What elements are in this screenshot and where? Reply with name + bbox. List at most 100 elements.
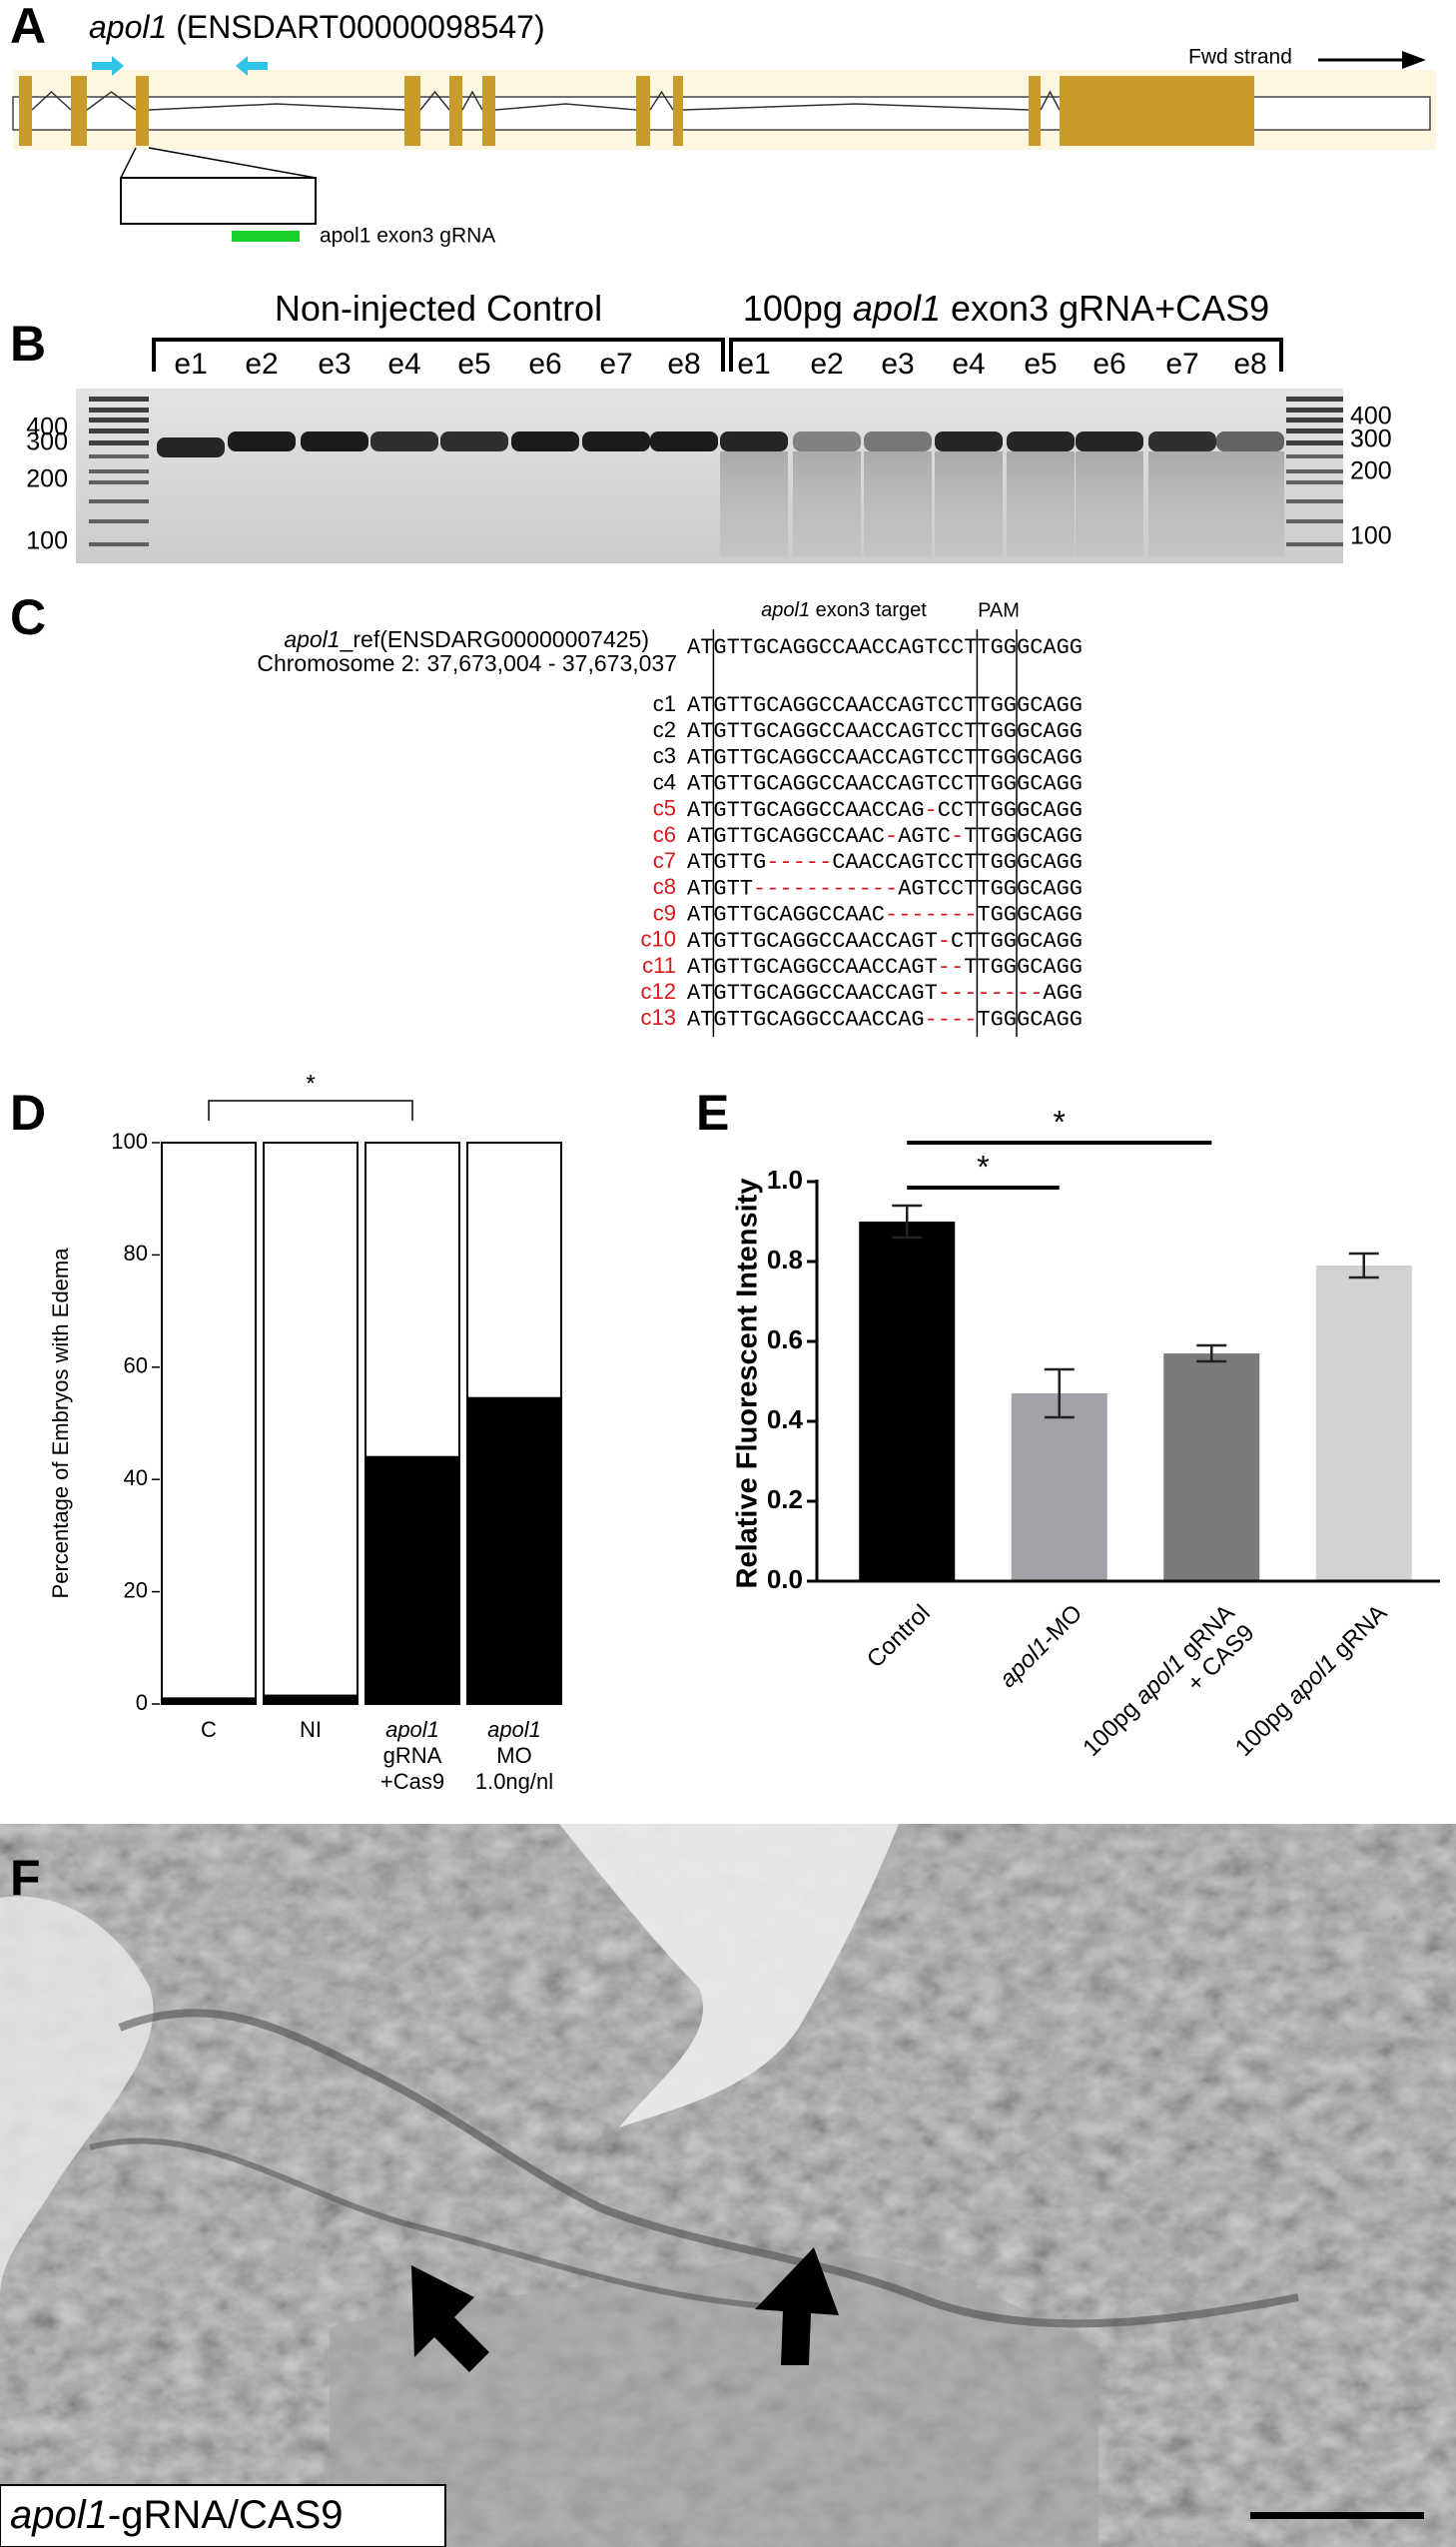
x-tick-label-run: 1.0ng/nl [475, 1769, 553, 1794]
sequence: ATGTTGCAGGCCAAC-------TGGGCAGG [687, 902, 1083, 927]
em-lumen [0, 1896, 154, 2297]
gel-smear [935, 451, 1003, 556]
y-tick-label: 100 [111, 1129, 148, 1154]
x-tick-label: Control [862, 1600, 936, 1674]
ladder-band [89, 499, 149, 503]
sequence-run: ---- [925, 1007, 978, 1032]
sequence-run: AGG [1043, 981, 1083, 1006]
ladder-band [89, 440, 149, 445]
sequence-run: ATGTTGCAGGCCAACCAGT [687, 981, 938, 1006]
gene-title-run: apol1 [89, 9, 167, 45]
ladder-band [89, 542, 149, 546]
grna-bar [232, 231, 300, 242]
x-tick-label: NI [300, 1717, 322, 1742]
arrow [755, 2247, 839, 2365]
clone-name: c11 [642, 953, 676, 978]
bar-segment [263, 1694, 359, 1705]
x-tick-label-run: apol1 [487, 1717, 541, 1742]
error-bar [1348, 1252, 1379, 1279]
clone-name: c9 [653, 900, 676, 925]
exon [673, 76, 683, 146]
exon [636, 76, 650, 146]
primer-forward [92, 56, 124, 76]
sequence: ATGTT-----------AGTCCTTGGGCAGG [687, 876, 1083, 901]
sequence-run: - [885, 824, 898, 849]
sequence-run: AGTCCTTGGGCAGG [898, 876, 1083, 901]
ladder-band [1286, 499, 1343, 503]
marker-label: 200 [1350, 457, 1392, 485]
sequence: ATGTTGCAGGCCAACCAGT--TTGGGCAGG [687, 955, 1083, 980]
ladder-band [89, 519, 149, 523]
ladder-band [89, 454, 149, 458]
sequence-run: -------- [938, 981, 1044, 1006]
marker-label: 200 [26, 465, 68, 493]
gel-smear [1007, 451, 1075, 556]
sequence: ATGTTGCAGGCCAACCAGTCCTTGGGCAGG [687, 719, 1083, 744]
ladder-band [1286, 469, 1343, 473]
reference-label-run: _ref(ENSDARG00000007425) [340, 626, 649, 652]
bar [1163, 1353, 1260, 1581]
gel-band [1148, 431, 1216, 451]
exon3-zoom [120, 177, 317, 225]
pam-label: PAM [978, 599, 1020, 621]
sequence-run: ATGTTGCAGGCCAAC [687, 824, 885, 849]
intron [148, 103, 405, 111]
x-tick-label-run: gRNA [1323, 1600, 1392, 1669]
intron [419, 90, 450, 111]
y-tick-label: 20 [124, 1577, 148, 1602]
error-bar [1196, 1343, 1227, 1363]
sequence-run: ATGTTGCAGGCCAACCAGT [687, 955, 938, 980]
marker-label: 400 [1350, 403, 1392, 430]
target-label-run: exon3 target [810, 599, 927, 621]
y-tick-label: 1.0 [767, 1165, 803, 1195]
clone-name: c12 [641, 979, 676, 1004]
bar-segment [161, 1142, 257, 1700]
gel-smear [1076, 451, 1143, 556]
ladder-band [1286, 454, 1343, 458]
sequence-run: ----- [766, 850, 832, 875]
intron [682, 103, 1030, 111]
panel-label: D [10, 1085, 46, 1141]
marker-label: 300 [26, 428, 68, 456]
significance-label: * [306, 1070, 315, 1097]
bar-segment [263, 1142, 359, 1697]
sequence-run: - [951, 824, 964, 849]
group-bracket [729, 338, 1283, 372]
intron [31, 90, 72, 111]
em-lumen [559, 1824, 899, 2127]
strand-arrowhead [1402, 51, 1426, 69]
x-tick-label-run: NI [300, 1717, 322, 1742]
lane-label: e3 [881, 348, 914, 381]
sequence: ATGTTGCAGGCCAACCAGTCCTTGGGCAGG [687, 745, 1083, 770]
ladder-band [1286, 440, 1343, 445]
bar [1011, 1393, 1107, 1581]
error-bar [892, 1204, 923, 1240]
clone-name: c2 [653, 717, 676, 742]
significance-label: * [1054, 1104, 1066, 1140]
sequence-run: TGGGCAGG [977, 902, 1083, 927]
zoom-line [120, 147, 137, 179]
sequence-run: TGGGCAGG [977, 1007, 1083, 1032]
gel-band [864, 431, 932, 451]
exon [71, 76, 87, 146]
y-tick-label: 0 [136, 1690, 148, 1715]
lane-label: e8 [1233, 348, 1266, 381]
sequence-run: ATGTTGCAGGCCAACCAGTCCTTGGGCAGG [687, 745, 1083, 770]
exon [404, 76, 420, 146]
panel-label: F [10, 1850, 41, 1906]
bar-segment [364, 1142, 460, 1458]
gel-band [582, 431, 650, 451]
sequence: ATGTTGCAGGCCAACCAGT--------AGG [687, 981, 1083, 1006]
x-tick-label-run: gRNA [383, 1743, 442, 1768]
panel-label: B [10, 316, 46, 372]
lane-label: e6 [528, 348, 561, 381]
ladder-band [1286, 428, 1343, 433]
lane-label: e8 [667, 348, 700, 381]
target-label: apol1 exon3 target [761, 599, 927, 621]
location-label: Chromosome 2: 37,673,004 - 37,673,037 [257, 650, 677, 676]
ladder-band [89, 480, 149, 484]
x-tick-label-run: Control [862, 1600, 936, 1674]
error-bar [1044, 1367, 1075, 1419]
lane-label: e1 [737, 348, 770, 381]
gel-smear [720, 451, 788, 556]
